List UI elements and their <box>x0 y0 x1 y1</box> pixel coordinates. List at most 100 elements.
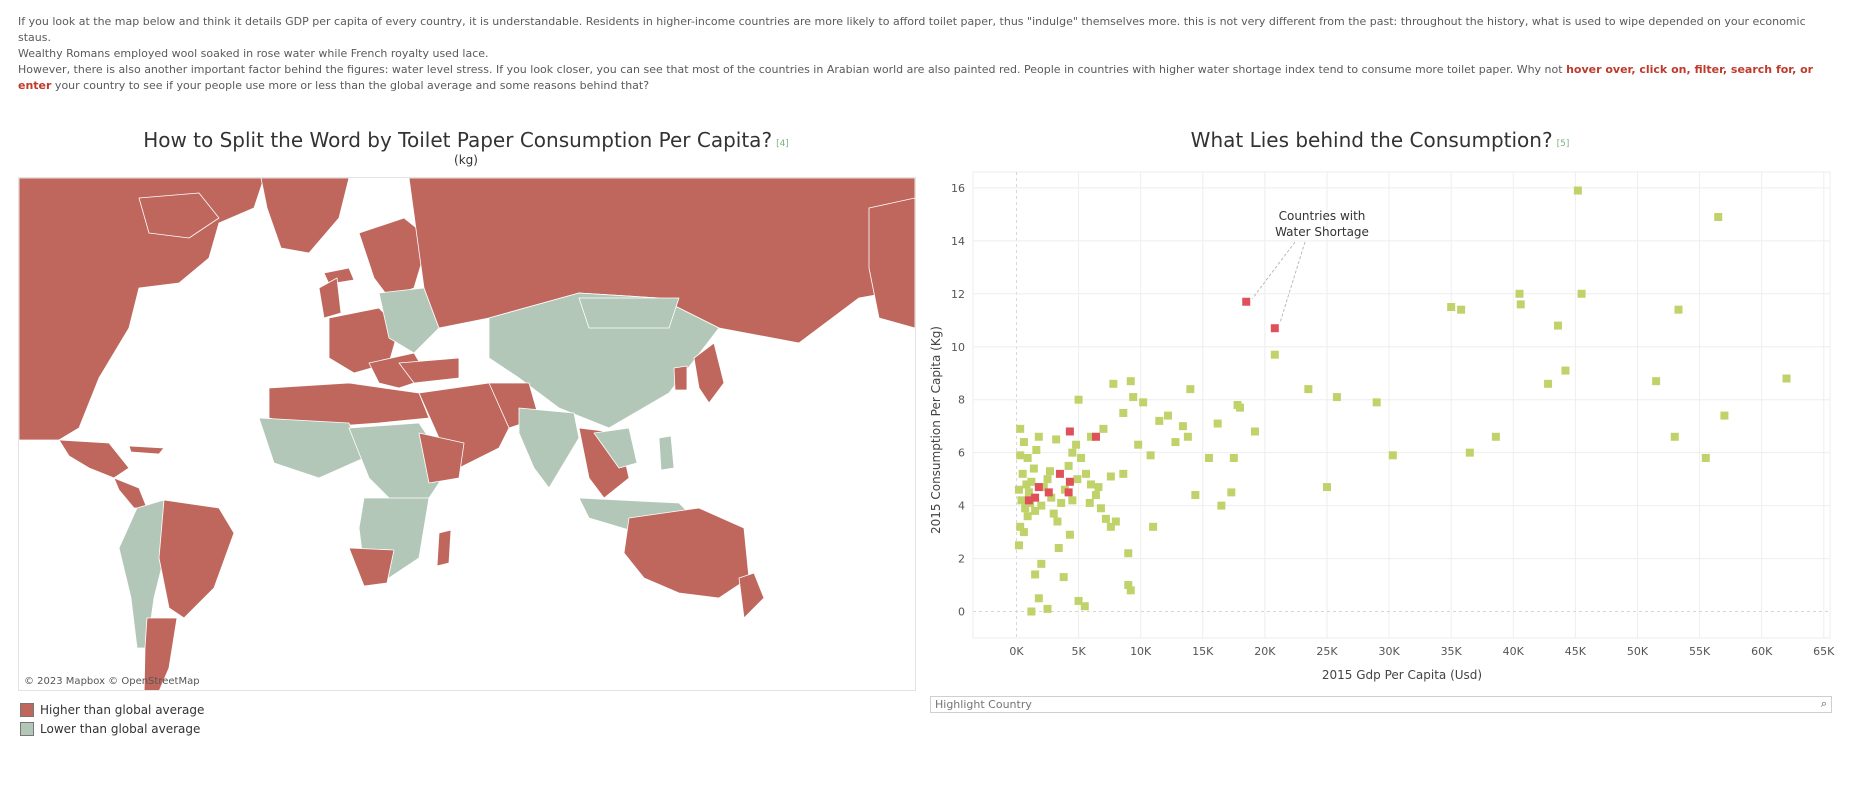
water-shortage-point[interactable] <box>1064 488 1073 497</box>
country-point[interactable] <box>1024 488 1033 497</box>
country-point[interactable] <box>1027 477 1036 486</box>
legend-item-lower[interactable]: Lower than global average <box>20 719 204 738</box>
country-point[interactable] <box>1217 501 1226 510</box>
scatter-plot[interactable]: 0K 5K 10K 15K 20K 25K 30K 35K 40K 45K 50K 55K 60K 65K… <box>925 160 1835 690</box>
country-point[interactable] <box>1046 467 1055 476</box>
country-greenland[interactable] <box>260 178 350 254</box>
country-korea[interactable] <box>673 365 688 391</box>
scatter-title-ref[interactable]: [5] <box>1556 139 1570 149</box>
search-icon[interactable]: ⌕ <box>1820 697 1827 710</box>
country-point[interactable] <box>1054 543 1063 552</box>
country-point[interactable] <box>1099 424 1108 433</box>
country-philippines[interactable] <box>658 435 675 471</box>
country-point[interactable] <box>1213 419 1222 428</box>
country-point[interactable] <box>1096 504 1105 513</box>
country-point[interactable] <box>1077 453 1086 462</box>
country-point[interactable] <box>1101 514 1110 523</box>
country-point[interactable] <box>1119 408 1128 417</box>
country-point[interactable] <box>1227 488 1236 497</box>
map-canvas[interactable] <box>19 178 915 690</box>
country-point[interactable] <box>1163 411 1172 420</box>
country-turkey[interactable] <box>398 357 460 384</box>
country-point[interactable] <box>1086 432 1095 441</box>
country-point[interactable] <box>1037 559 1046 568</box>
country-point[interactable] <box>1119 469 1128 478</box>
highlight-country-search[interactable]: ⌕ <box>930 696 1832 713</box>
country-point[interactable] <box>1124 549 1133 558</box>
country-point[interactable] <box>1491 432 1500 441</box>
country-point[interactable] <box>1250 427 1259 436</box>
country-point[interactable] <box>1080 602 1089 611</box>
water-shortage-point[interactable] <box>1065 477 1074 486</box>
legend-item-higher[interactable]: Higher than global average <box>20 700 204 719</box>
country-new-zealand[interactable] <box>738 572 765 619</box>
country-point[interactable] <box>1022 480 1031 489</box>
country-canada-islands[interactable] <box>138 192 220 239</box>
country-point[interactable] <box>1146 451 1155 460</box>
country-point[interactable] <box>1074 395 1083 404</box>
country-point[interactable] <box>1388 451 1397 460</box>
country-point[interactable] <box>1057 498 1066 507</box>
country-point[interactable] <box>1109 379 1118 388</box>
country-point[interactable] <box>1304 385 1313 394</box>
water-shortage-point[interactable] <box>1091 432 1100 441</box>
country-south-africa[interactable] <box>348 547 395 587</box>
country-point[interactable] <box>1561 366 1570 375</box>
country-point[interactable] <box>1091 491 1100 500</box>
country-point[interactable] <box>1270 350 1279 359</box>
country-point[interactable] <box>1032 446 1041 455</box>
water-shortage-point[interactable] <box>1034 483 1043 492</box>
country-point[interactable] <box>1236 403 1245 412</box>
country-point[interactable] <box>1019 528 1028 537</box>
country-point[interactable] <box>1465 448 1474 457</box>
country-point[interactable] <box>1052 435 1061 444</box>
country-point[interactable] <box>1447 303 1456 312</box>
country-point[interactable] <box>1544 379 1553 388</box>
water-shortage-point[interactable] <box>1065 427 1074 436</box>
country-east-africa[interactable] <box>418 432 465 484</box>
water-shortage-point[interactable] <box>1024 496 1033 505</box>
country-point[interactable] <box>1014 485 1023 494</box>
country-point[interactable] <box>1111 517 1120 526</box>
country-point[interactable] <box>1043 604 1052 613</box>
country-point[interactable] <box>1073 475 1082 484</box>
country-point[interactable] <box>1094 483 1103 492</box>
country-point[interactable] <box>1019 438 1028 447</box>
country-point[interactable] <box>1072 440 1081 449</box>
country-cuba[interactable] <box>128 445 165 455</box>
country-point[interactable] <box>1332 393 1341 402</box>
country-point[interactable] <box>1065 530 1074 539</box>
country-point[interactable] <box>1229 453 1238 462</box>
country-point[interactable] <box>1017 496 1026 505</box>
country-point[interactable] <box>1714 213 1723 222</box>
country-point[interactable] <box>1183 432 1192 441</box>
country-point[interactable] <box>1573 186 1582 195</box>
country-point[interactable] <box>1457 305 1466 314</box>
country-point[interactable] <box>1068 448 1077 457</box>
country-point[interactable] <box>1023 512 1032 521</box>
country-argentina[interactable] <box>143 617 178 690</box>
country-point[interactable] <box>1027 607 1036 616</box>
country-indochina[interactable] <box>593 427 638 469</box>
country-point[interactable] <box>1126 377 1135 386</box>
country-point[interactable] <box>1124 581 1133 590</box>
country-point[interactable] <box>1126 586 1135 595</box>
country-point[interactable] <box>1039 483 1048 492</box>
country-point[interactable] <box>1134 440 1143 449</box>
country-point[interactable] <box>1139 398 1148 407</box>
country-point[interactable] <box>1191 491 1200 500</box>
water-shortage-point[interactable] <box>1242 297 1251 306</box>
country-point[interactable] <box>1129 393 1138 402</box>
highlight-country-input[interactable] <box>931 697 1799 712</box>
country-point[interactable] <box>1018 469 1027 478</box>
country-point[interactable] <box>1031 570 1040 579</box>
country-point[interactable] <box>1059 573 1068 582</box>
country-point[interactable] <box>1155 416 1164 425</box>
country-point[interactable] <box>1782 374 1791 383</box>
country-point[interactable] <box>1043 475 1052 484</box>
water-shortage-point[interactable] <box>1055 469 1064 478</box>
country-point[interactable] <box>1149 522 1158 531</box>
country-point[interactable] <box>1553 321 1562 330</box>
country-point[interactable] <box>1074 596 1083 605</box>
country-point[interactable] <box>1171 438 1180 447</box>
